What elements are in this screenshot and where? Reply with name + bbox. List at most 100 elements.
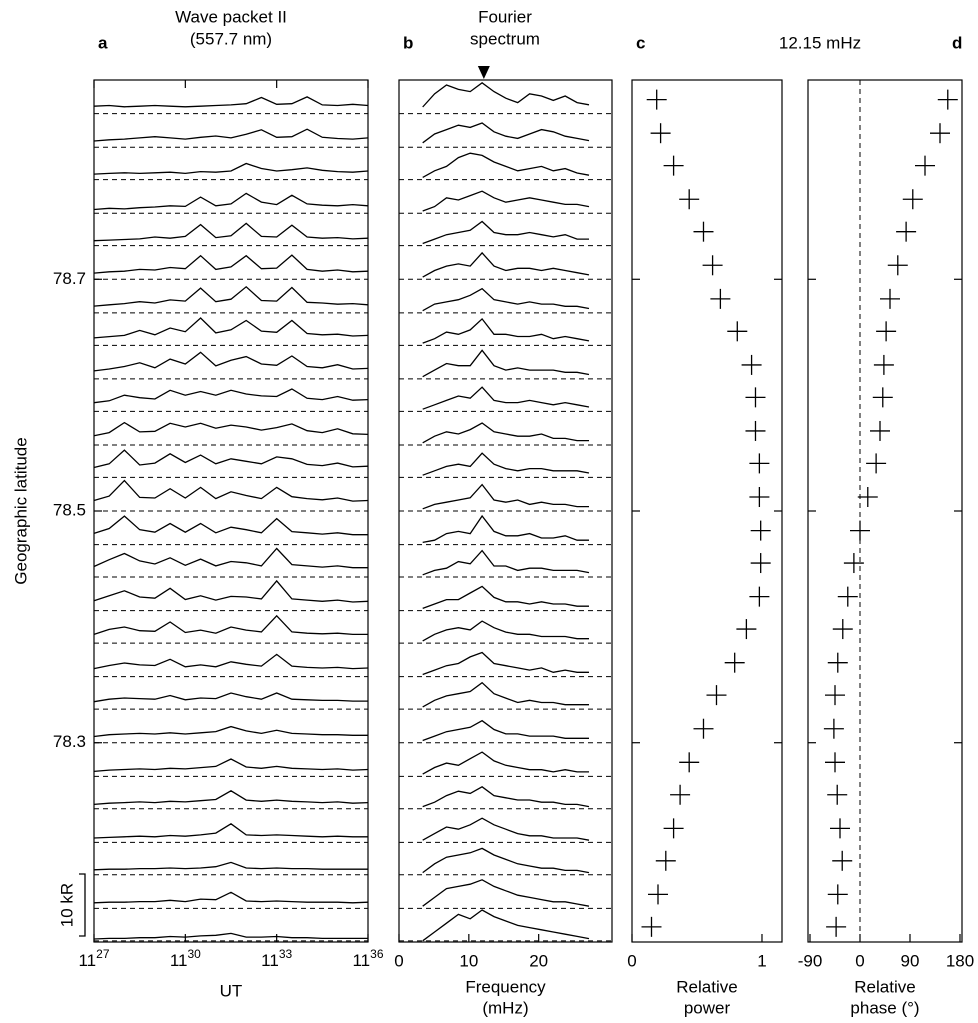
trace xyxy=(93,96,369,108)
cross-marker xyxy=(857,487,878,507)
cross-marker xyxy=(724,652,745,673)
trace xyxy=(93,515,368,536)
cross-marker xyxy=(736,619,757,640)
trace xyxy=(422,122,590,144)
trace xyxy=(422,751,589,775)
trace xyxy=(422,651,589,676)
trace xyxy=(93,449,369,469)
x-tick-label: 0 xyxy=(394,951,403,970)
panel-subtitle: (557.7 nm) xyxy=(190,29,272,48)
trace xyxy=(422,317,590,344)
cross-marker xyxy=(880,288,900,309)
trace xyxy=(422,452,590,476)
x-axis-label: Relative xyxy=(676,977,737,996)
x-tick-label: 1130 xyxy=(170,947,201,970)
trace xyxy=(422,620,589,642)
trace xyxy=(422,287,590,312)
trace xyxy=(422,549,590,576)
cross-marker xyxy=(872,387,893,408)
trace xyxy=(422,152,590,178)
cross-marker xyxy=(663,818,684,839)
x-tick-label: 1136 xyxy=(352,947,383,970)
scale-bar xyxy=(79,873,86,937)
cross-marker xyxy=(727,321,748,342)
panel-label: d xyxy=(952,33,962,52)
cross-marker xyxy=(937,89,958,110)
cross-marker xyxy=(749,586,770,607)
cross-marker xyxy=(641,916,662,937)
trace xyxy=(422,817,590,841)
trace xyxy=(422,847,590,874)
cross-marker xyxy=(702,255,723,276)
cross-marker xyxy=(825,685,845,706)
panel-frame xyxy=(807,79,963,943)
trace xyxy=(93,725,368,738)
frequency-marker xyxy=(477,66,490,79)
trace xyxy=(93,692,368,703)
trace xyxy=(93,579,369,603)
trace xyxy=(93,479,369,502)
cross-marker xyxy=(745,420,766,441)
panel-label: b xyxy=(403,33,413,52)
x-tick-label: 0 xyxy=(627,951,636,970)
x-tick-minute: 36 xyxy=(370,947,384,961)
cross-marker xyxy=(823,718,844,739)
cross-marker xyxy=(650,123,671,144)
trace xyxy=(422,220,589,245)
trace xyxy=(93,254,369,274)
panel-frame xyxy=(631,79,783,943)
trace xyxy=(93,192,369,211)
x-tick-minute: 30 xyxy=(187,947,201,961)
trace xyxy=(422,251,590,278)
panel-label: a xyxy=(98,33,108,52)
trace xyxy=(422,190,590,212)
x-axis-label: Frequency xyxy=(465,977,546,996)
trace xyxy=(422,349,590,378)
x-axis-label: (mHz) xyxy=(482,998,528,1017)
cross-marker xyxy=(873,354,894,375)
x-tick-label: 0 xyxy=(855,951,864,970)
cross-marker xyxy=(750,553,771,574)
cross-marker xyxy=(750,520,771,541)
x-tick-minute: 33 xyxy=(279,947,293,961)
trace xyxy=(422,585,589,610)
scale-bar-label: 10 kR xyxy=(57,883,76,927)
y-tick-label: 78.5 xyxy=(53,500,86,519)
cross-marker xyxy=(749,453,770,474)
trace xyxy=(93,823,368,839)
cross-marker xyxy=(866,453,887,474)
panel-title: spectrum xyxy=(470,29,540,48)
cross-marker xyxy=(693,718,714,739)
cross-marker xyxy=(870,420,890,441)
trace xyxy=(93,317,369,339)
x-tick-hour: 11 xyxy=(261,951,279,970)
panel-title: Wave packet II xyxy=(175,7,287,26)
cross-marker xyxy=(827,884,848,905)
cross-marker xyxy=(679,752,700,773)
cross-marker xyxy=(830,818,850,839)
x-tick-label: 90 xyxy=(901,951,920,970)
cross-marker xyxy=(646,89,667,110)
trace xyxy=(93,162,369,175)
trace xyxy=(93,421,369,437)
cross-marker xyxy=(827,652,848,673)
trace xyxy=(93,388,369,404)
cross-marker xyxy=(837,586,858,607)
cross-marker xyxy=(670,784,691,805)
cross-marker xyxy=(902,189,923,210)
cross-marker xyxy=(693,221,714,242)
cross-marker xyxy=(850,520,870,541)
trace xyxy=(422,909,590,942)
x-axis-label: phase (°) xyxy=(850,998,919,1017)
cross-marker xyxy=(655,850,676,871)
x-tick-label: 10 xyxy=(459,951,478,970)
cross-marker xyxy=(663,155,684,176)
x-tick-hour: 11 xyxy=(78,951,96,970)
x-axis-label: UT xyxy=(220,981,243,1000)
trace xyxy=(93,758,369,773)
x-tick-hour: 11 xyxy=(170,951,188,970)
panel-label: c xyxy=(636,33,645,52)
y-axis-label: Geographic latitude xyxy=(11,437,30,584)
cross-marker xyxy=(826,916,847,937)
